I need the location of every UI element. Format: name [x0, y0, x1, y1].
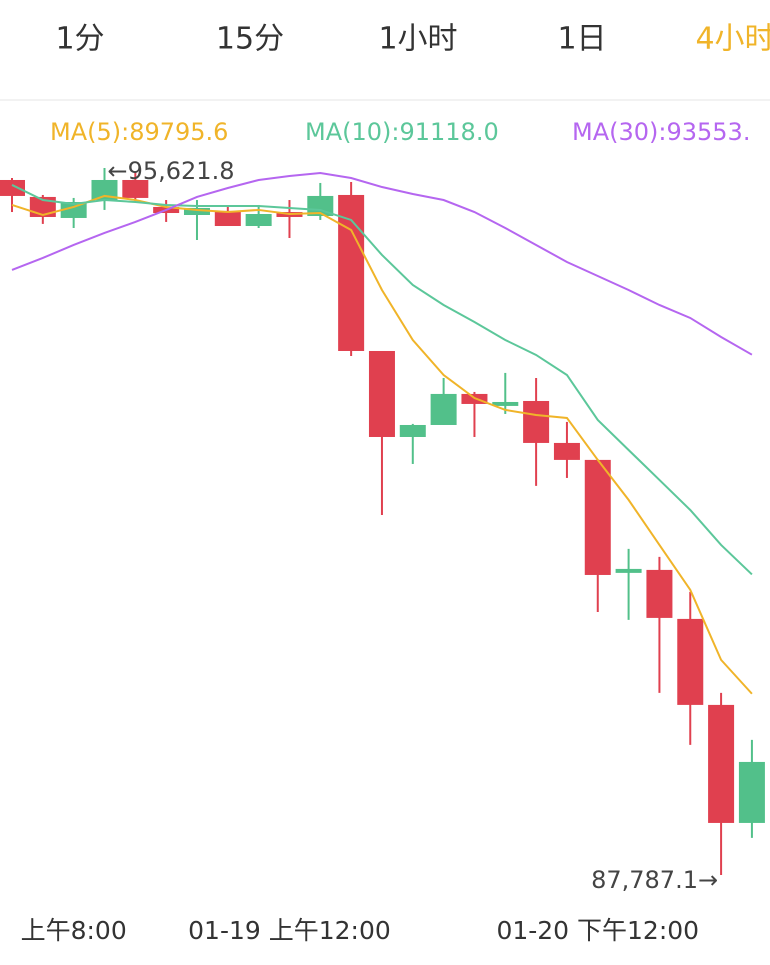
tab[interactable]: 4小时 [695, 22, 770, 57]
candle-body [307, 195, 334, 216]
tab[interactable]: 15分 [216, 22, 284, 57]
candle-body [584, 459, 611, 575]
candle-body [738, 761, 765, 823]
candle-body [646, 569, 673, 618]
candle-body [91, 179, 118, 201]
candle-body [492, 401, 519, 406]
candle-body [430, 393, 457, 425]
ma-line [11, 184, 753, 576]
high-label: ←95,621.8 [107, 157, 234, 185]
candle-body [523, 400, 550, 443]
candle-body [214, 210, 241, 227]
ma-label: MA(5):89795.6 [50, 118, 228, 146]
candle-body [708, 704, 735, 823]
ma-line [11, 194, 753, 695]
x-tick-label: 01-19 上午12:00 [188, 916, 391, 945]
candle-body [399, 424, 426, 437]
tab[interactable]: 1小时 [378, 22, 457, 57]
candle-body [553, 442, 580, 460]
candle-body [183, 207, 210, 215]
tab[interactable]: 1分 [55, 22, 104, 57]
x-tick-label: 上午8:00 [21, 916, 127, 945]
candle-body [245, 214, 272, 227]
ma-line [11, 172, 753, 356]
candle-body [677, 618, 704, 705]
low-label: 87,787.1→ [591, 866, 718, 894]
ma-label: MA(10):91118.0 [305, 118, 499, 146]
candle-body [0, 179, 25, 196]
ma-label: MA(30):93553. [572, 118, 750, 146]
candle-body [368, 350, 395, 437]
candle-body [122, 179, 149, 198]
x-tick-label: 01-20 下午12:00 [496, 916, 699, 945]
candle-body [615, 568, 642, 573]
tab[interactable]: 1日 [557, 22, 606, 57]
candle-body [338, 194, 365, 351]
candle-body [60, 202, 87, 218]
